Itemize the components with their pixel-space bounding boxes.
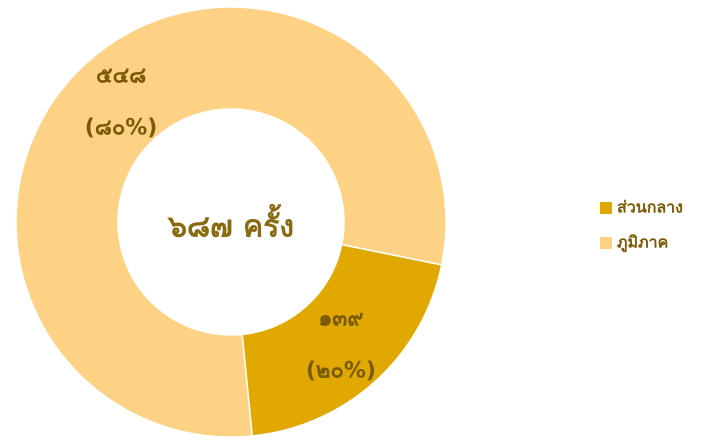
center-label: ๖๘๗ ครั้ง — [167, 204, 294, 245]
percent-label: (๘๐%) — [85, 115, 158, 140]
value-label: ๕๔๘ — [96, 63, 146, 88]
percent-label: (๒๐%) — [306, 359, 376, 384]
donut-slice — [241, 243, 443, 437]
legend-swatch — [600, 237, 612, 249]
donut-slice — [15, 6, 447, 438]
value-label: ๑๓๙ — [318, 307, 363, 332]
legend-label: ภูมิภาค — [617, 233, 668, 254]
legend-label: ส่วนกลาง — [617, 198, 683, 217]
legend-swatch — [600, 202, 612, 214]
